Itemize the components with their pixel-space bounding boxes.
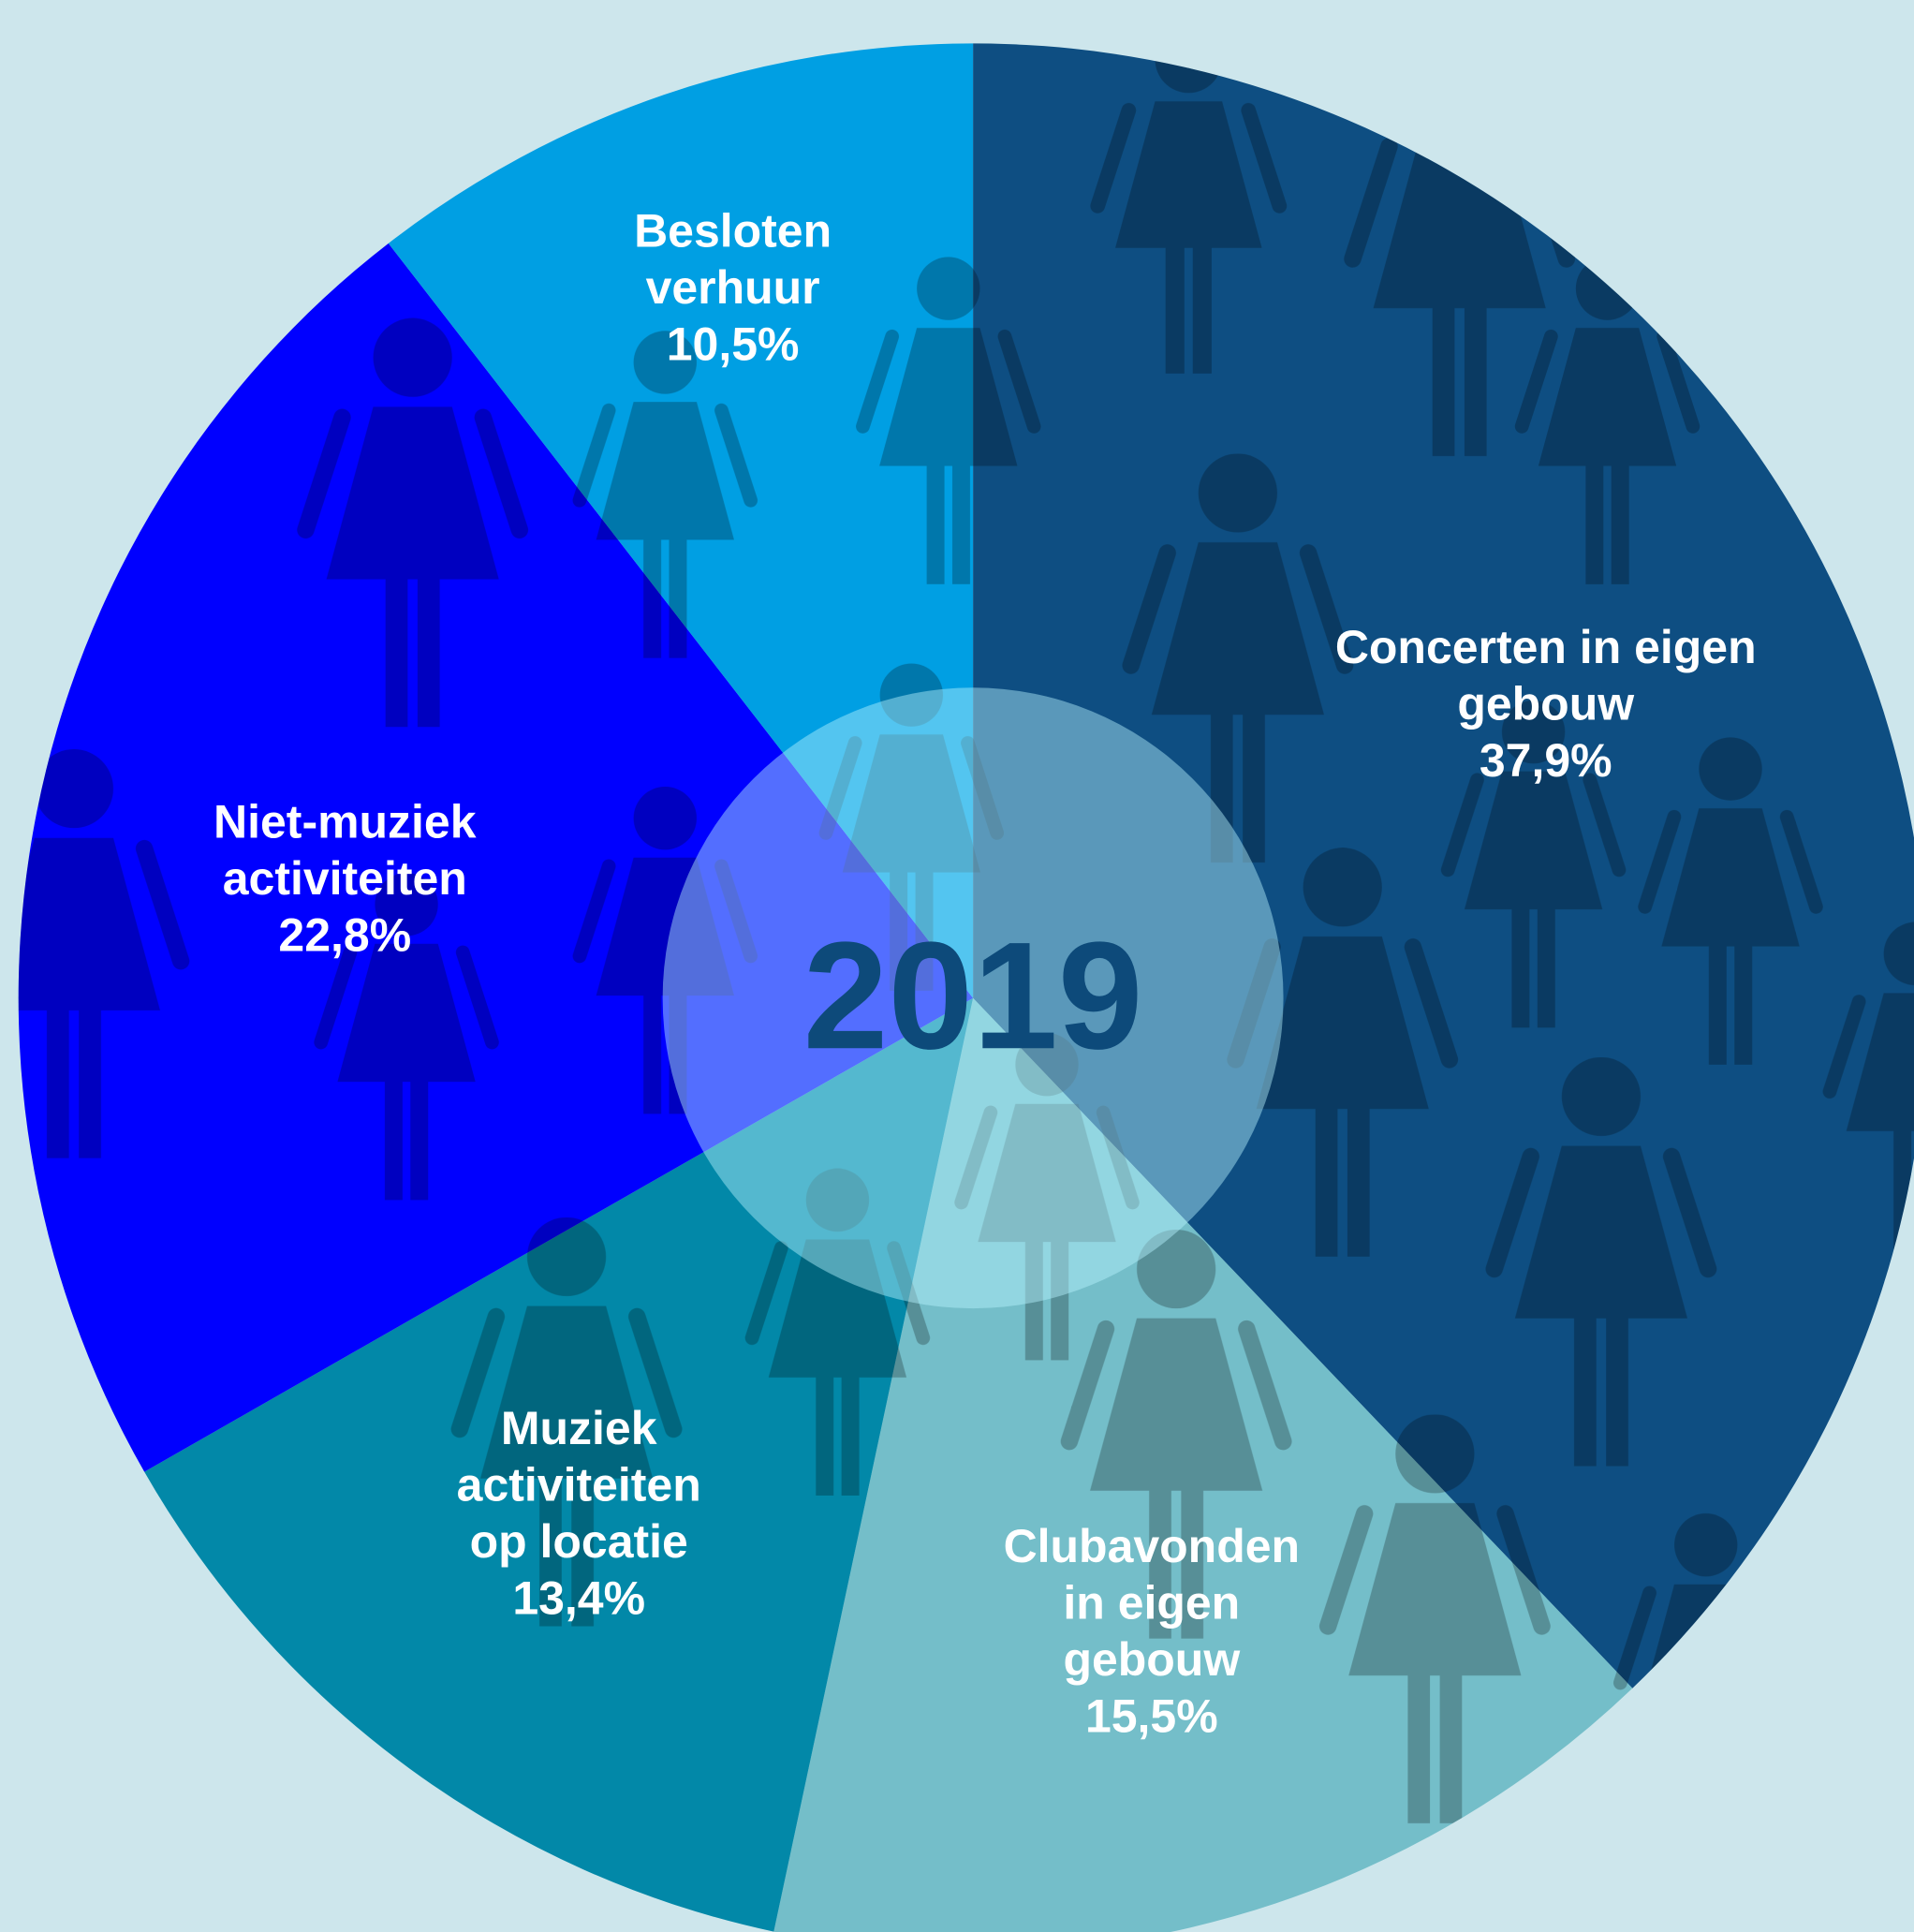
value-label: 15,5% [1085, 1690, 1218, 1743]
slice-label-line: gebouw [1063, 1633, 1240, 1686]
slice-label: Clubavonden in eigen gebouw 15,5% [1004, 1520, 1300, 1743]
slice-label-line: Concerten in eigen [1335, 621, 1757, 673]
slice-label: Concerten in eigen gebouw 37,9% [1335, 621, 1757, 787]
slice-label-line: Besloten [634, 204, 832, 257]
pie-slice [18, 243, 974, 1472]
slice-label-line: in eigen [1063, 1577, 1240, 1630]
value-label: 13,4% [512, 1571, 645, 1624]
slice-label-line: Muziek [501, 1402, 657, 1454]
slice-label: Niet-muziek activiteiten 22,8% [213, 796, 477, 962]
slice-label-line: op locatie [470, 1515, 688, 1568]
slice-label-line: activiteiten [223, 852, 467, 905]
slice-label-line: gebouw [1457, 677, 1634, 730]
value-label: 10,5% [667, 317, 800, 370]
slice-label-line: Clubavonden [1004, 1520, 1300, 1572]
slice-label-line: activiteiten [457, 1458, 701, 1511]
center-circle [662, 687, 1284, 1309]
value-label: 22,8% [278, 909, 411, 962]
value-label: 37,9% [1480, 734, 1612, 787]
slice-label-line: Niet-muziek [213, 796, 477, 848]
slice-label-line: verhuur [646, 261, 820, 314]
chart-title: 2019 [803, 909, 1143, 1081]
slice-label: Besloten verhuur 10,5% [634, 204, 832, 370]
slice-label: Muziek activiteiten op locatie 13,4% [457, 1402, 701, 1625]
